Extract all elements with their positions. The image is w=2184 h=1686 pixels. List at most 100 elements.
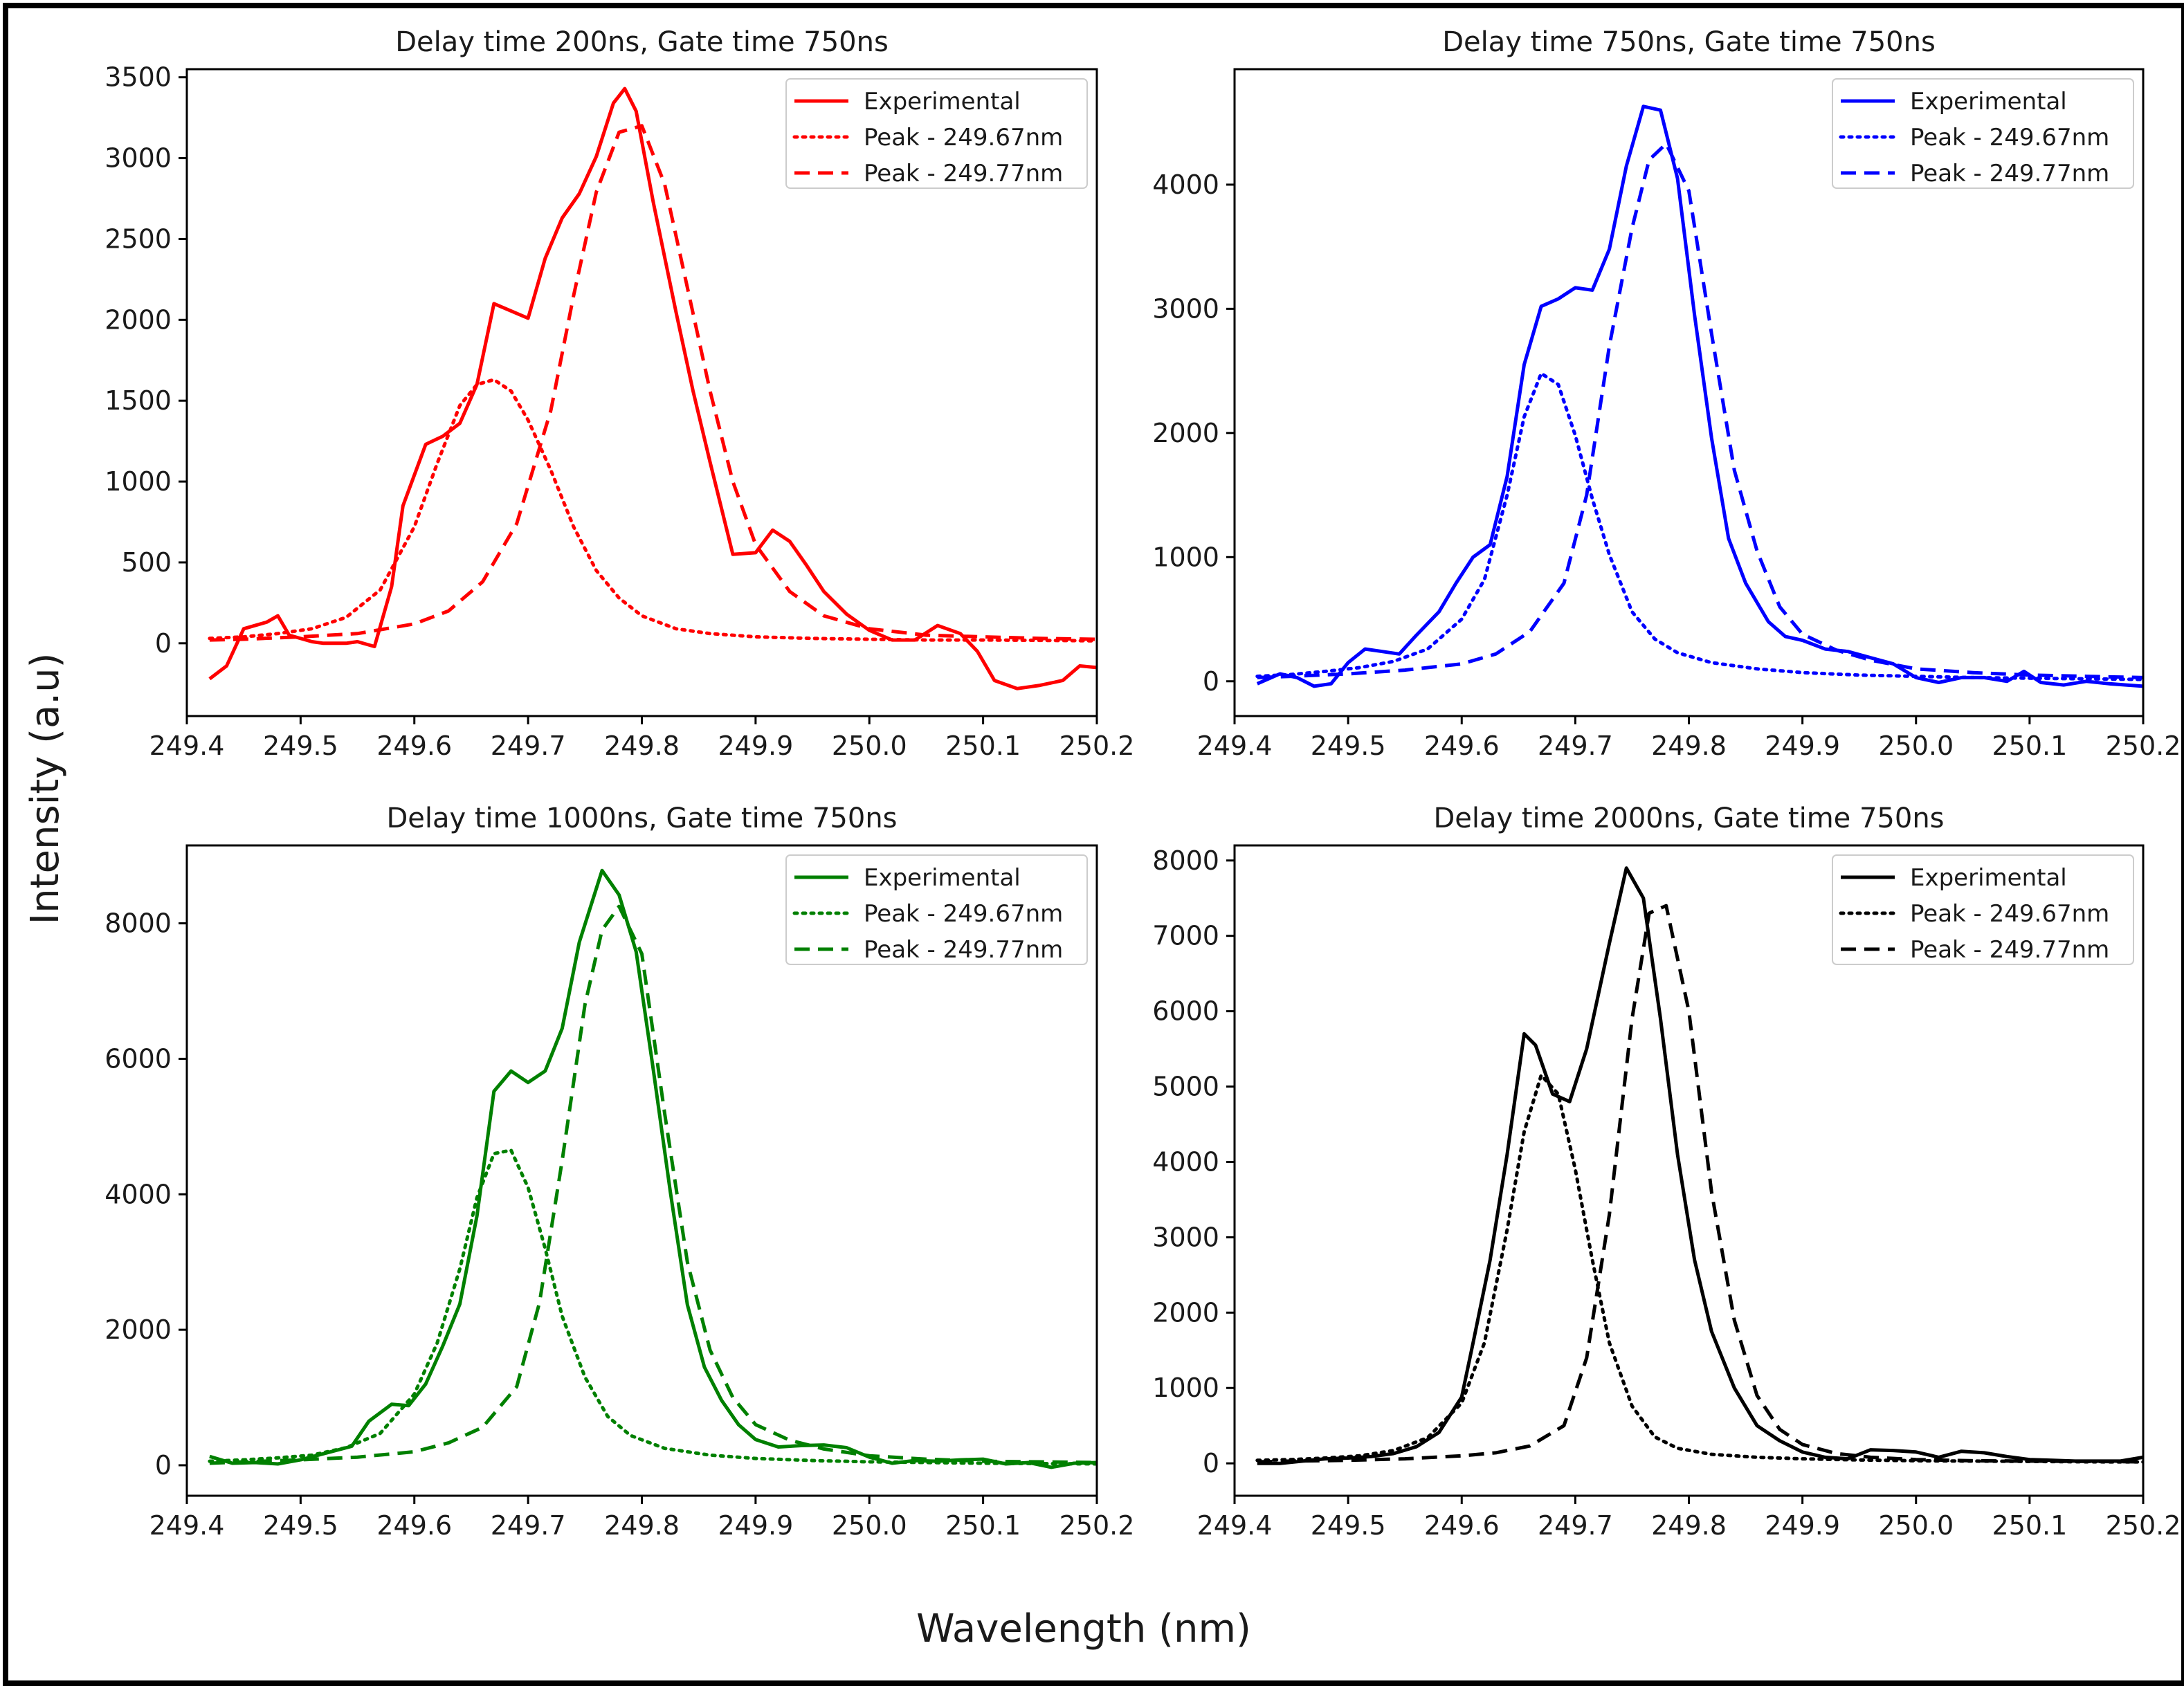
panel-title: Delay time 1000ns, Gate time 750ns [386, 803, 897, 834]
series-line-dotted [208, 378, 1097, 643]
series-line-dotted [208, 1148, 1097, 1466]
series-line-solid [1257, 866, 2143, 1465]
y-tick-label: 4000 [1152, 169, 1219, 200]
y-tick-label: 0 [1203, 1448, 1219, 1478]
x-tick-label: 250.1 [1992, 731, 2067, 761]
y-tick-label: 0 [1203, 666, 1219, 697]
y-axis-label: Intensity (a.u) [23, 653, 68, 925]
y-tick-label: 4000 [1152, 1146, 1219, 1177]
y-tick-label: 1000 [1152, 1373, 1219, 1403]
x-tick-label: 249.9 [718, 1510, 793, 1541]
y-tick-label: 0 [155, 628, 172, 659]
legend-label: Peak - 249.77nm [864, 160, 1063, 187]
x-tick-label: 249.4 [149, 1510, 225, 1541]
y-tick-label: 1000 [1152, 542, 1219, 572]
y-tick-label: 1000 [104, 466, 172, 497]
legend: Experimental Peak - 249.67nm Peak - 249.77… [1832, 854, 2134, 965]
y-tick-label: 2000 [104, 304, 172, 335]
legend-box [785, 854, 1088, 965]
chart-panel-1: Delay time 200ns, Gate time 750ns 249.4 24… [104, 26, 1134, 761]
x-tick-label: 249.8 [604, 731, 680, 761]
legend-label: Peak - 249.67nm [1910, 124, 2109, 152]
x-tick-label: 249.4 [1197, 1510, 1273, 1541]
y-tick-label: 8000 [104, 908, 172, 939]
chart-panel-3: Delay time 1000ns, Gate time 750ns 249.4 2… [104, 803, 1134, 1541]
y-tick-label: 2000 [1152, 418, 1219, 448]
x-tick-label: 249.6 [1424, 1510, 1500, 1541]
x-tick-label: 249.7 [491, 731, 566, 761]
y-tick-label: 500 [121, 547, 172, 578]
legend: Experimental Peak - 249.67nm Peak - 249.77… [785, 854, 1088, 965]
y-tick-label: 4000 [104, 1179, 172, 1209]
x-tick-label: 249.8 [1651, 731, 1727, 761]
series-line-dashed [1257, 142, 2143, 679]
x-tick-label: 250.1 [1992, 1510, 2067, 1541]
y-tick-label: 3000 [1152, 293, 1219, 324]
y-tick-label: 6000 [1152, 996, 1219, 1027]
x-tick-label: 250.2 [1059, 1510, 1135, 1541]
legend-label: Experimental [1910, 88, 2067, 116]
x-tick-label: 249.5 [1311, 1510, 1386, 1541]
x-tick-label: 249.9 [1765, 1510, 1840, 1541]
y-tick-label: 2500 [104, 223, 172, 254]
y-tick-label: 2000 [104, 1314, 172, 1345]
x-tick-label: 249.9 [718, 731, 793, 761]
x-tick-label: 249.9 [1765, 731, 1840, 761]
y-tick-label: 0 [155, 1450, 172, 1481]
x-tick-label: 249.4 [1197, 731, 1273, 761]
legend-label: Experimental [864, 88, 1021, 116]
legend-box [1832, 854, 2134, 965]
legend: Experimental Peak - 249.67nm Peak - 249.77… [785, 78, 1088, 189]
x-tick-label: 250.1 [945, 1510, 1021, 1541]
y-tick-label: 5000 [1152, 1072, 1219, 1102]
x-axis-label: Wavelength (nm) [916, 1606, 1251, 1651]
x-tick-label: 250.2 [2106, 731, 2181, 761]
y-tick-label: 1500 [104, 385, 172, 416]
x-tick-label: 249.5 [263, 1510, 338, 1541]
legend-label: Peak - 249.67nm [864, 124, 1063, 152]
panel-title: Delay time 200ns, Gate time 750ns [395, 26, 889, 58]
y-tick-label: 2000 [1152, 1297, 1219, 1328]
chart-panel-4: Delay time 2000ns, Gate time 750ns 249.4 2… [1152, 803, 2181, 1541]
legend-box [785, 78, 1088, 189]
legend-label: Peak - 249.77nm [1910, 936, 2109, 964]
y-tick-label: 6000 [104, 1043, 172, 1074]
x-tick-label: 249.5 [1311, 731, 1386, 761]
x-tick-label: 249.7 [491, 1510, 566, 1541]
x-tick-label: 249.7 [1538, 1510, 1613, 1541]
legend-label: Peak - 249.77nm [1910, 160, 2109, 187]
x-tick-label: 250.0 [832, 1510, 907, 1541]
x-tick-label: 250.2 [2106, 1510, 2181, 1541]
series-line-dashed [1257, 904, 2143, 1464]
legend: Experimental Peak - 249.67nm Peak - 249.77… [1832, 78, 2134, 189]
series-line-solid [1256, 104, 2143, 688]
y-tick-label: 3000 [1152, 1222, 1219, 1252]
legend-label: Experimental [864, 864, 1021, 892]
x-tick-label: 249.8 [604, 1510, 680, 1541]
x-tick-label: 249.5 [263, 731, 338, 761]
panel-title: Delay time 2000ns, Gate time 750ns [1433, 803, 1944, 834]
x-tick-label: 249.6 [376, 731, 452, 761]
x-tick-label: 249.6 [1424, 731, 1500, 761]
legend-box [1832, 78, 2134, 189]
legend-label: Peak - 249.67nm [864, 900, 1063, 928]
legend-label: Experimental [1910, 864, 2067, 892]
chart-panel-2: Delay time 750ns, Gate time 750ns 249.4 24… [1152, 26, 2181, 761]
x-tick-label: 249.6 [376, 1510, 452, 1541]
y-tick-label: 7000 [1152, 921, 1219, 951]
legend-label: Peak - 249.77nm [864, 936, 1063, 964]
x-tick-label: 249.8 [1651, 1510, 1727, 1541]
x-tick-label: 250.0 [832, 731, 907, 761]
panel-title: Delay time 750ns, Gate time 750ns [1442, 26, 1936, 58]
x-tick-label: 250.0 [1878, 1510, 1954, 1541]
series-line-dotted [1255, 372, 2143, 681]
x-tick-label: 249.7 [1538, 731, 1613, 761]
series-line-dashed [209, 904, 1097, 1465]
y-tick-label: 3000 [104, 143, 172, 174]
series-line-dotted [1255, 1073, 2143, 1464]
series-line-dashed [209, 124, 1097, 642]
y-tick-label: 3500 [104, 62, 172, 93]
x-tick-label: 250.0 [1878, 731, 1954, 761]
series-line-solid [208, 86, 1097, 690]
